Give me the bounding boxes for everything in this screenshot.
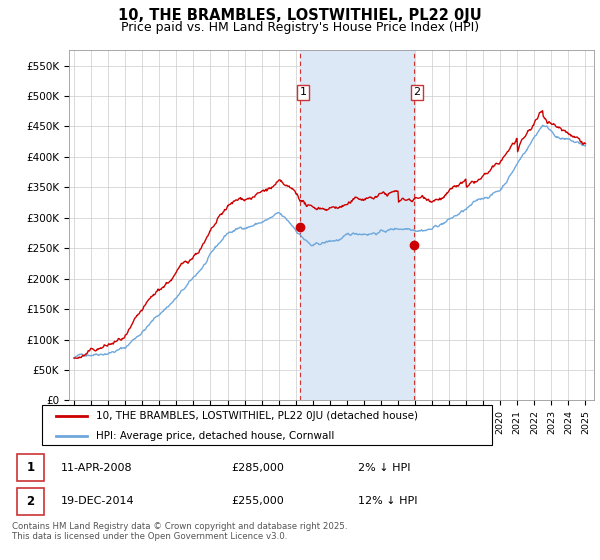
Text: 11-APR-2008: 11-APR-2008	[61, 463, 133, 473]
Text: Price paid vs. HM Land Registry's House Price Index (HPI): Price paid vs. HM Land Registry's House …	[121, 21, 479, 34]
Text: 2: 2	[26, 494, 34, 508]
Text: 2% ↓ HPI: 2% ↓ HPI	[358, 463, 410, 473]
Text: 1: 1	[299, 87, 307, 97]
Text: £255,000: £255,000	[231, 496, 284, 506]
Text: 2: 2	[413, 87, 421, 97]
Text: 10, THE BRAMBLES, LOSTWITHIEL, PL22 0JU (detached house): 10, THE BRAMBLES, LOSTWITHIEL, PL22 0JU …	[96, 411, 418, 421]
Text: 10, THE BRAMBLES, LOSTWITHIEL, PL22 0JU: 10, THE BRAMBLES, LOSTWITHIEL, PL22 0JU	[118, 8, 482, 24]
Text: 19-DEC-2014: 19-DEC-2014	[61, 496, 134, 506]
Bar	[301, 50, 415, 400]
FancyBboxPatch shape	[42, 405, 492, 445]
Text: 1: 1	[26, 461, 34, 474]
Text: £285,000: £285,000	[231, 463, 284, 473]
FancyBboxPatch shape	[17, 488, 44, 515]
Text: 12% ↓ HPI: 12% ↓ HPI	[358, 496, 417, 506]
Text: Contains HM Land Registry data © Crown copyright and database right 2025.
This d: Contains HM Land Registry data © Crown c…	[12, 522, 347, 542]
FancyBboxPatch shape	[17, 454, 44, 481]
Text: HPI: Average price, detached house, Cornwall: HPI: Average price, detached house, Corn…	[96, 431, 334, 441]
